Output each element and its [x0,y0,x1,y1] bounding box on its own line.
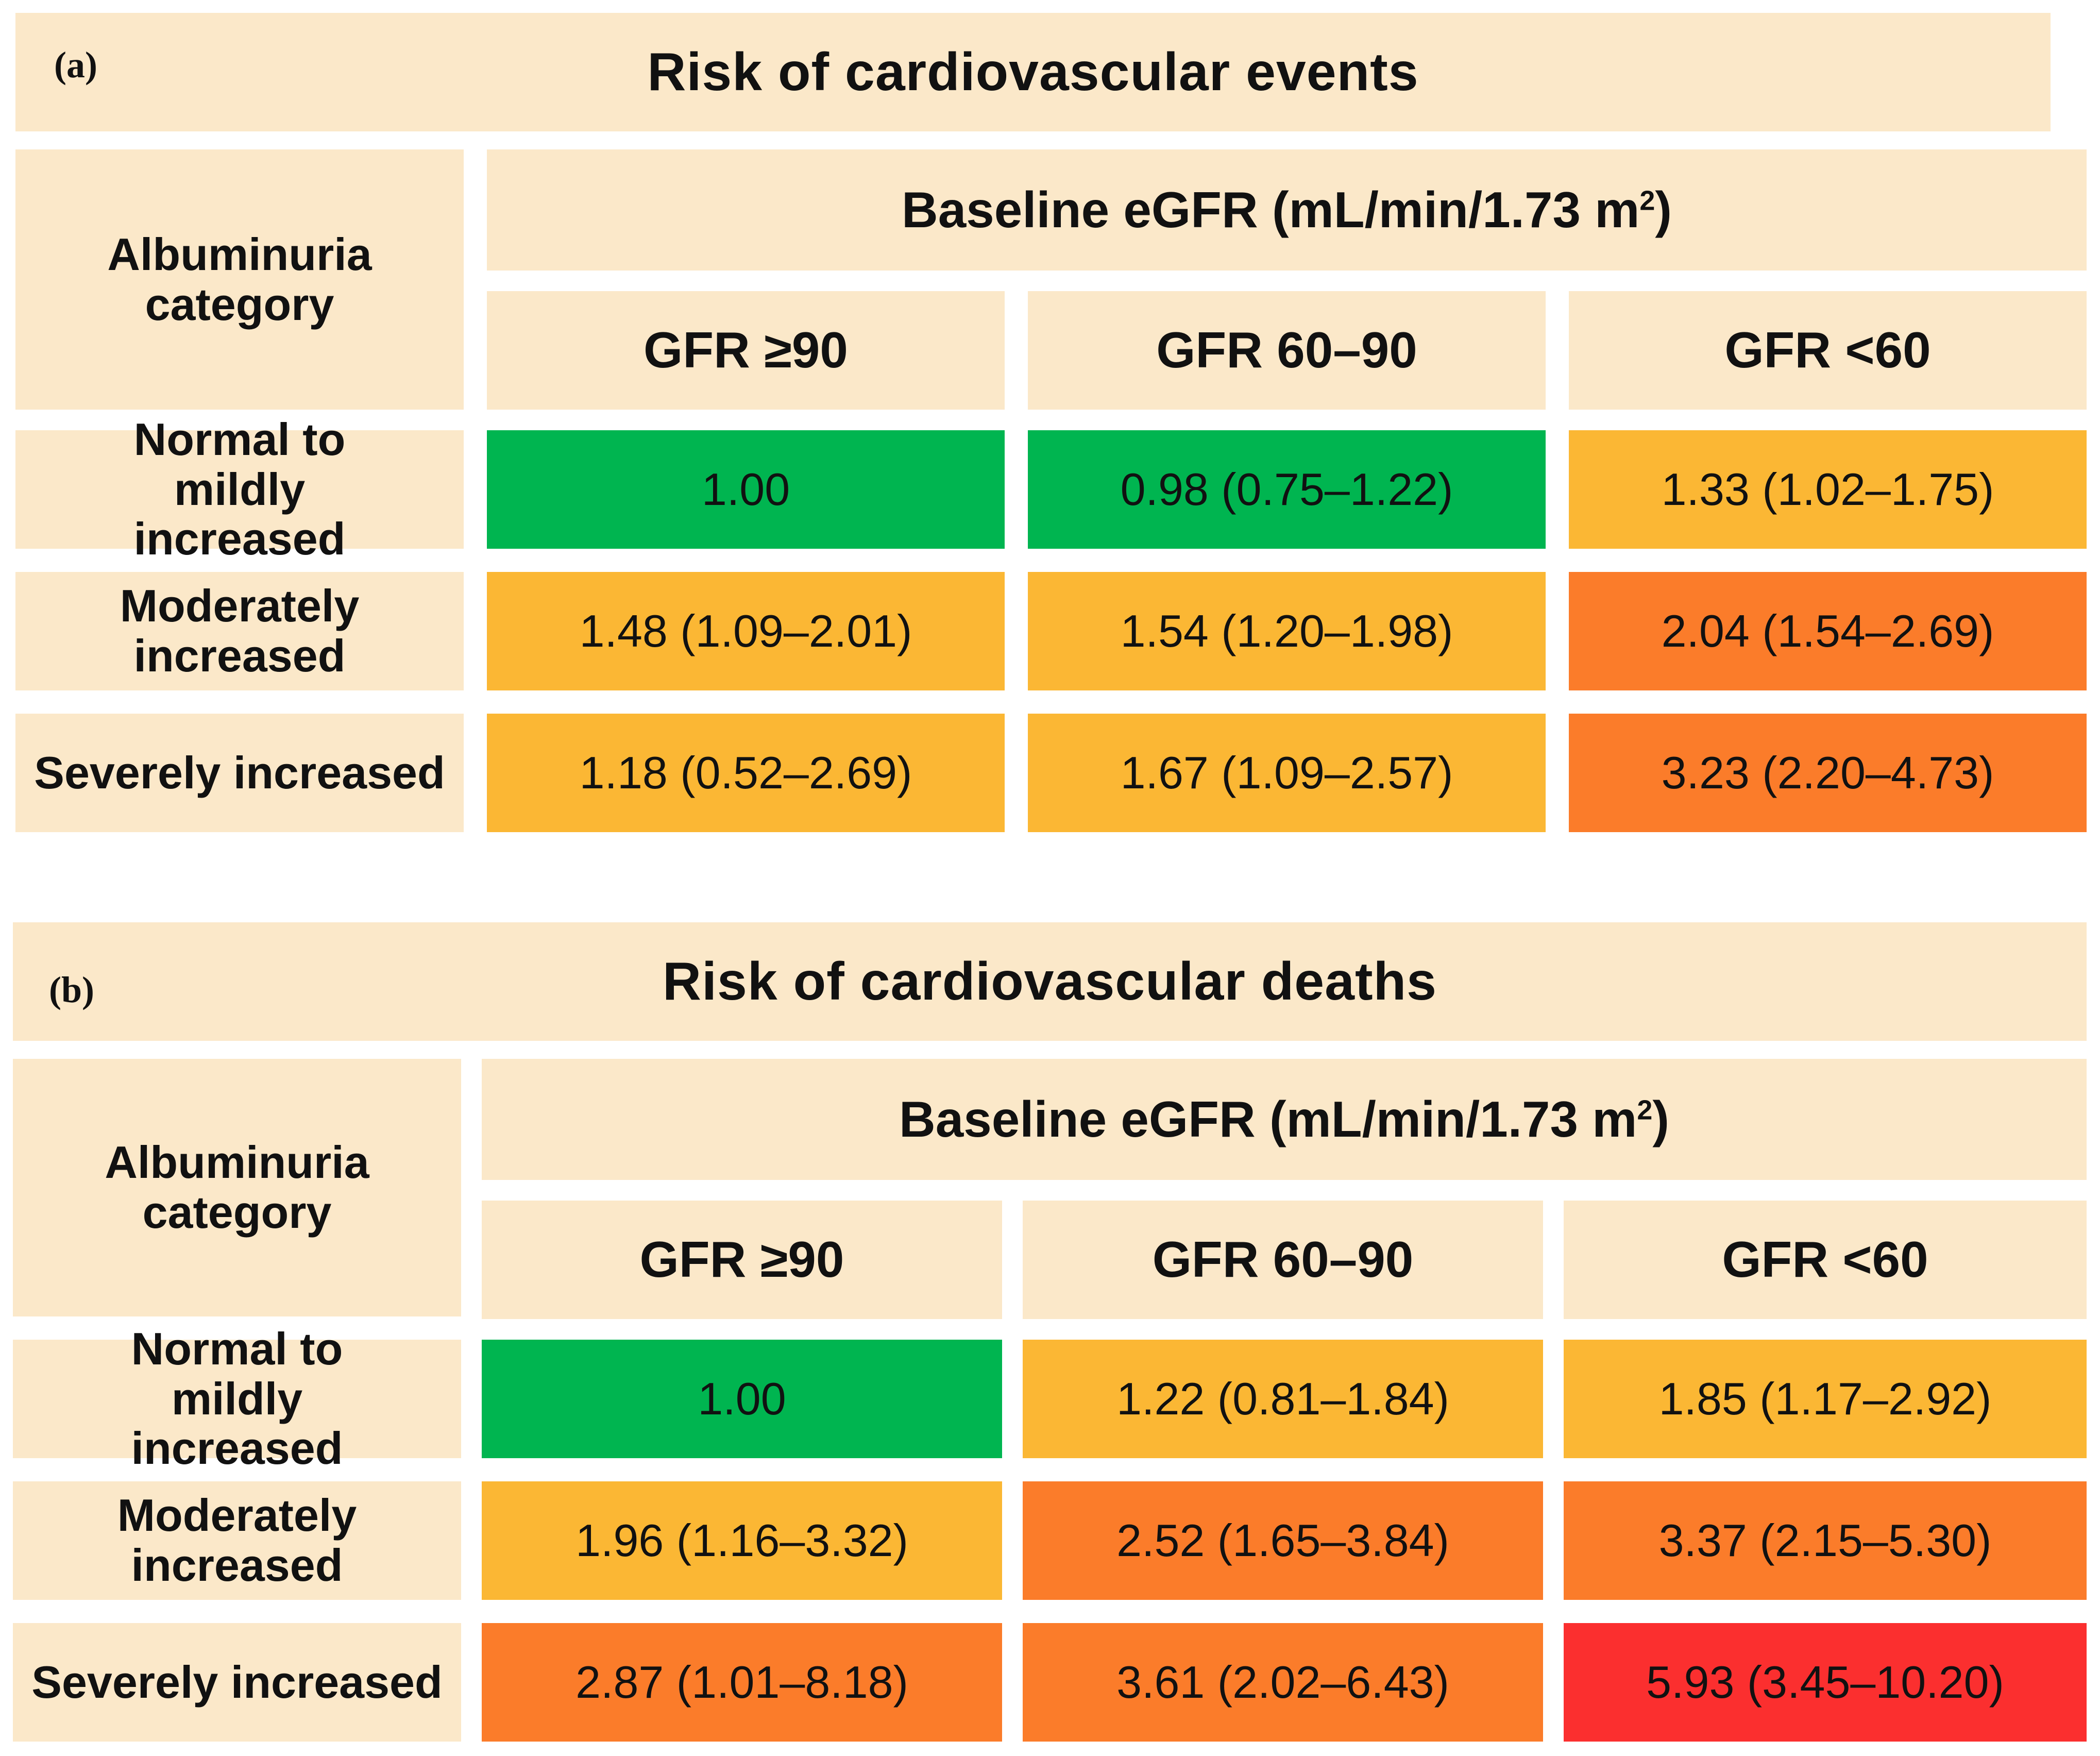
panel-b-value-cell: 2.87 (1.01–8.18) [482,1623,1002,1742]
panel-a-label: (a) [54,44,97,86]
panel-a-value-cell: 1.00 [487,430,1005,549]
panel-b-column-group-header-text: Baseline eGFR (mL/min/1.73 m2) [899,1090,1669,1147]
panel-a-value-cell: 2.04 (1.54–2.69) [1569,572,2087,690]
panel-b-value-cell: 3.61 (2.02–6.43) [1023,1623,1543,1742]
panel-a-value-cell: 1.18 (0.52–2.69) [487,714,1005,832]
panel-a-value-cell: 1.54 (1.20–1.98) [1028,572,1546,690]
panel-a-row-label: Severely increased [15,714,464,832]
panel-b-value-cell: 1.22 (0.81–1.84) [1023,1340,1543,1458]
panel-a-value-cell: 3.23 (2.20–4.73) [1569,714,2087,832]
panel-b-column-header: GFR <60 [1564,1201,2087,1319]
panel-a-value-cell: 1.67 (1.09–2.57) [1028,714,1546,832]
panel-a-column-header: GFR 60–90 [1028,291,1546,410]
panel-a-value-cell: 0.98 (0.75–1.22) [1028,430,1546,549]
panel-a-column-header: GFR ≥90 [487,291,1005,410]
panel-b-title: Risk of cardiovascular deaths [663,951,1437,1011]
panel-a-row-label: Normal to mildly increased [15,414,464,564]
panel-a-column-header: GFR <60 [1569,291,2087,410]
panel-b-value-cell: 1.00 [482,1340,1002,1458]
unit-superscript: 2 [1637,1094,1653,1125]
panel-b-title-bar: Risk of cardiovascular deaths [13,922,2087,1041]
panel-b-column-header: GFR ≥90 [482,1201,1002,1319]
panel-a-column-group-header: Baseline eGFR (mL/min/1.73 m2) [487,149,2087,271]
panel-b-label: (b) [49,969,94,1010]
panel-a-value-cell: 1.48 (1.09–2.01) [487,572,1005,690]
panel-b-value-cell: 5.93 (3.45–10.20) [1564,1623,2087,1742]
panel-b-column-group-header: Baseline eGFR (mL/min/1.73 m2) [482,1059,2087,1180]
panel-b-row-label: Normal to mildly increased [13,1324,461,1473]
panel-a-title-bar: Risk of cardiovascular events [15,13,2051,131]
panel-a-column-group-header-text: Baseline eGFR (mL/min/1.73 m2) [902,181,1672,238]
panel-b-row-label: Moderately increased [13,1481,461,1600]
panel-a-value-cell: 1.33 (1.02–1.75) [1569,430,2087,549]
unit-superscript: 2 [1639,184,1655,216]
panel-b-row-header: Albuminuria category [13,1059,461,1316]
panel-b-value-cell: 1.85 (1.17–2.92) [1564,1340,2087,1458]
panel-b-row-label: Severely increased [13,1623,461,1742]
panel-a-title: Risk of cardiovascular events [647,42,1419,102]
panel-b-column-header: GFR 60–90 [1023,1201,1543,1319]
panel-a-row-header: Albuminuria category [15,149,464,410]
panel-b-value-cell: 2.52 (1.65–3.84) [1023,1481,1543,1600]
panel-b-value-cell: 1.96 (1.16–3.32) [482,1481,1002,1600]
panel-a-row-label: Moderately increased [15,572,464,690]
panel-b-value-cell: 3.37 (2.15–5.30) [1564,1481,2087,1600]
